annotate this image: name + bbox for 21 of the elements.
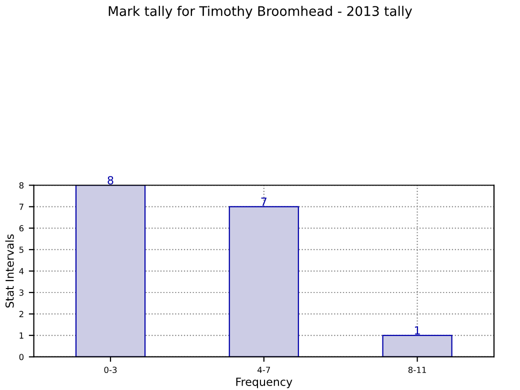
bar (228, 206, 299, 357)
y-tick-label: 4 (19, 268, 24, 274)
chart-title: Mark tally for Timothy Broomhead - 2013 tally (108, 6, 412, 19)
x-tick-label: 0-3 (104, 366, 117, 374)
data-label: 8 (108, 176, 114, 184)
y-axis-title: Stat Intervals (5, 234, 14, 308)
y-tick-label: 7 (19, 204, 24, 210)
y-tick-label: 0 (19, 354, 24, 360)
x-tick-label: 8-11 (408, 366, 426, 374)
bar (75, 185, 146, 357)
y-tick-label: 1 (20, 332, 24, 339)
data-label: 1 (414, 326, 420, 334)
data-label: 7 (261, 198, 266, 206)
y-tick-label: 5 (19, 246, 24, 253)
y-tick-label: 8 (19, 182, 24, 189)
y-tick-label: 2 (19, 310, 24, 318)
x-axis-title: Frequency (236, 378, 292, 388)
bar (382, 334, 452, 357)
y-tick-label: 3 (19, 289, 24, 296)
x-tick-label: 4-7 (258, 366, 270, 373)
y-tick-label: 6 (19, 225, 24, 232)
